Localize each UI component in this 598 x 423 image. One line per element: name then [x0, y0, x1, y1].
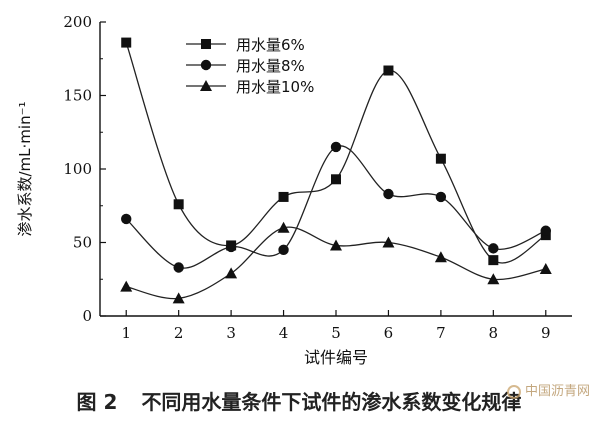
y-axis-label: 渗水系数/mL·min⁻¹ [16, 101, 34, 236]
series-line-square [125, 42, 547, 264]
watermark: 中国沥青网 [506, 380, 590, 399]
data-point-circle [488, 243, 499, 254]
legend-label: 用水量8% [236, 57, 305, 75]
x-tick-label: 7 [436, 324, 446, 342]
chart: 0 50 100 150 200 1 2 3 4 5 6 7 8 9 试件编号 渗水系数/mL·min⁻¹ 用水… [16, 13, 572, 367]
x-tick-label: 3 [226, 324, 236, 342]
legend-marker-triangle [200, 80, 212, 91]
data-point-circle [383, 188, 394, 200]
x-tick-label: 6 [384, 324, 394, 342]
x-tick-label: 4 [279, 324, 289, 342]
legend-marker-square [201, 39, 211, 49]
x-tick-label: 8 [489, 324, 499, 342]
series-line-triangle [126, 226, 546, 300]
data-point-square [435, 153, 446, 164]
data-point-circle [173, 262, 184, 273]
data-point-square [488, 255, 499, 266]
x-tick-label: 5 [331, 324, 341, 342]
x-tick-label: 9 [541, 324, 551, 342]
data-point-circle [540, 225, 551, 236]
data-point-circle [121, 213, 132, 225]
data-point-triangle [539, 262, 552, 274]
data-point-triangle [330, 239, 342, 251]
watermark-text: 中国沥青网 [524, 384, 590, 399]
legend-label: 用水量10% [236, 78, 314, 96]
legend-marker-circle [200, 59, 212, 71]
x-tick-label: 2 [174, 324, 184, 342]
series-line-circle [125, 145, 547, 269]
data-point-circle [225, 241, 237, 253]
watermark-logo-icon [506, 384, 521, 399]
data-point-square [331, 174, 341, 185]
data-point-triangle [120, 280, 133, 292]
data-point-triangle [277, 221, 290, 233]
data-point-square [121, 37, 132, 48]
y-tick-label: 150 [63, 87, 92, 105]
data-point-triangle [172, 292, 185, 304]
figure-caption: 图 2 不同用水量条件下试件的渗水系数变化规律 [0, 386, 598, 415]
data-point-square [278, 191, 289, 202]
y-tick-label: 100 [63, 160, 92, 178]
data-point-square [173, 199, 184, 210]
data-point-circle [330, 141, 342, 153]
x-axis-label: 试件编号 [304, 348, 368, 367]
data-point-triangle [434, 251, 447, 263]
data-point-circle [278, 244, 289, 256]
data-point-triangle [382, 236, 395, 248]
legend-label: 用水量6% [236, 36, 305, 54]
data-point-square [383, 65, 394, 76]
x-tick-label: 1 [121, 324, 131, 342]
y-tick-label: 50 [73, 234, 92, 252]
data-point-triangle [225, 267, 238, 279]
data-point-triangle [487, 273, 500, 285]
caption-text: 不同用水量条件下试件的渗水系数变化规律 [141, 390, 522, 414]
y-tick-label: 0 [82, 307, 92, 325]
y-tick-label: 200 [63, 13, 92, 31]
data-point-circle [435, 191, 447, 203]
caption-number: 图 2 [76, 390, 118, 414]
